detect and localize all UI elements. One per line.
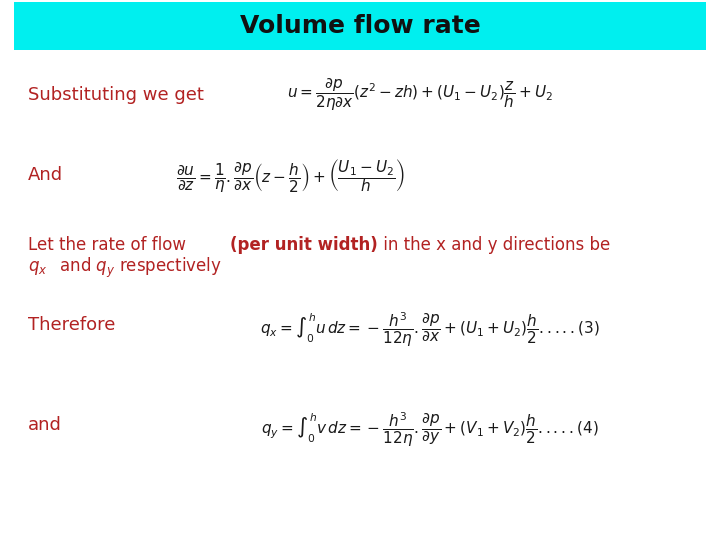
Text: Substituting we get: Substituting we get [28,86,204,104]
Text: (per unit width): (per unit width) [230,236,378,254]
Text: Volume flow rate: Volume flow rate [240,14,480,38]
Text: $\dfrac{\partial u}{\partial z} = \dfrac{1}{\eta}.\dfrac{\partial p}{\partial x}: $\dfrac{\partial u}{\partial z} = \dfrac… [176,157,405,193]
Text: and: and [28,416,62,434]
Text: and $q_y$ respectively: and $q_y$ respectively [54,256,222,280]
FancyBboxPatch shape [14,2,706,50]
Text: And: And [28,166,63,184]
Text: $u = \dfrac{\partial p}{2\eta\partial x}(z^2 - zh) + (U_1 - U_2)\dfrac{z}{h} + U: $u = \dfrac{\partial p}{2\eta\partial x}… [287,77,553,113]
Text: $q_x$: $q_x$ [28,259,48,277]
Text: Therefore: Therefore [28,316,115,334]
Text: $q_x = \int_0^h u\,dz = -\dfrac{h^3}{12\eta}.\dfrac{\partial p}{\partial x} + (U: $q_x = \int_0^h u\,dz = -\dfrac{h^3}{12\… [260,310,600,349]
Text: in the x and y directions be: in the x and y directions be [378,236,611,254]
Text: $q_y = \int_0^h v\,dz = -\dfrac{h^3}{12\eta}.\dfrac{\partial p}{\partial y} + (V: $q_y = \int_0^h v\,dz = -\dfrac{h^3}{12\… [261,411,599,449]
Text: Let the rate of flow: Let the rate of flow [28,236,192,254]
